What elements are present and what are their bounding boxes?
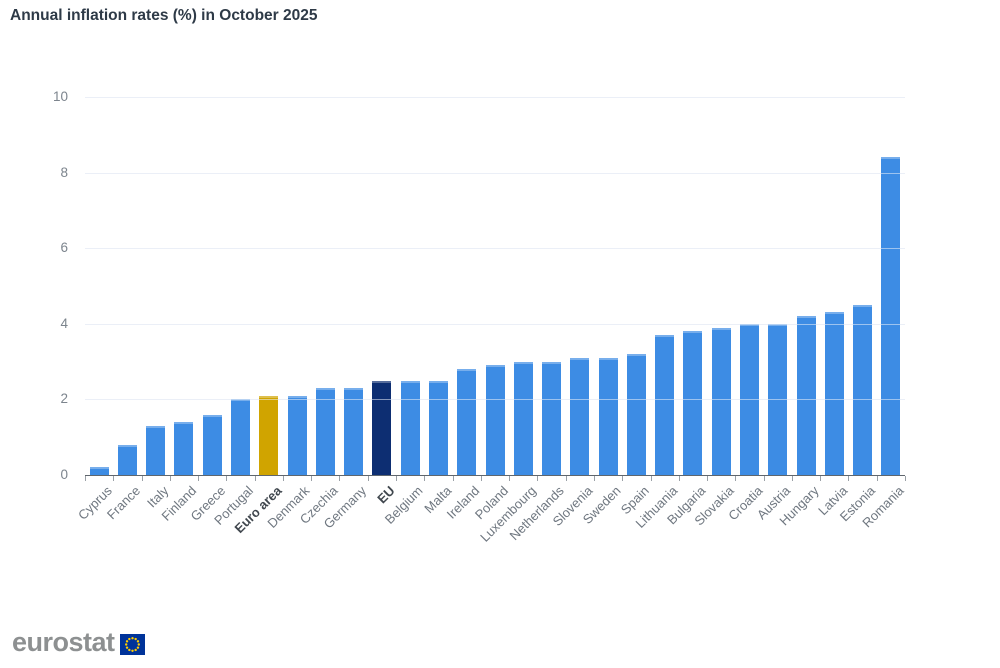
eurostat-logo-link[interactable]: eurostat	[12, 629, 145, 656]
x-axis-tick	[480, 476, 482, 481]
gridline-overlay-4	[85, 323, 905, 325]
gridline-overlay-6	[85, 248, 905, 250]
y-tick-label-0: 0	[60, 467, 68, 482]
bar-italy[interactable]	[146, 425, 166, 475]
bar-denmark[interactable]	[287, 395, 307, 475]
bar-malta[interactable]	[428, 380, 448, 475]
x-axis-tick	[763, 476, 765, 481]
x-axis-tick	[311, 476, 313, 481]
x-axis-tick	[509, 476, 511, 481]
bar-romania[interactable]	[881, 157, 901, 475]
x-axis-tick	[820, 476, 822, 481]
x-axis-tick	[113, 476, 115, 481]
bar-cyprus[interactable]	[89, 467, 109, 475]
x-axis-tick	[876, 476, 878, 481]
y-tick-label-8: 8	[60, 164, 68, 180]
x-axis-tick	[254, 476, 256, 481]
x-axis-tick	[452, 476, 454, 481]
y-tick-label-10: 10	[52, 89, 68, 104]
bar-france[interactable]	[117, 444, 137, 475]
bar-bulgaria[interactable]	[683, 331, 703, 475]
x-axis-tick	[650, 476, 652, 481]
bar-poland[interactable]	[485, 365, 505, 475]
bar-belgium[interactable]	[400, 380, 420, 475]
x-axis-tick	[396, 476, 398, 481]
bar-euro-area[interactable]	[259, 395, 279, 475]
x-axis-tick	[905, 476, 906, 481]
bar-chart: 0 2 4 6 8 10 Cyprus France Italy Finland Greece Por…	[52, 89, 907, 545]
bar-germany[interactable]	[344, 388, 364, 475]
bar-slovakia[interactable]	[711, 327, 731, 475]
x-axis-tick	[198, 476, 200, 481]
x-axis-tick	[735, 476, 737, 481]
eurostat-logo-text: eurostat	[12, 627, 115, 657]
bar-lithuania[interactable]	[655, 335, 675, 475]
bar-luxembourg[interactable]	[513, 361, 533, 475]
x-axis-tick	[622, 476, 624, 481]
gridline-overlay-8	[85, 172, 905, 174]
bar-ireland[interactable]	[457, 369, 477, 475]
x-axis-tick	[565, 476, 567, 481]
y-tick-label-4: 4	[60, 315, 68, 331]
bar-slovenia[interactable]	[570, 357, 590, 475]
bar-czechia[interactable]	[315, 388, 335, 475]
x-axis-line	[85, 475, 905, 476]
x-axis-tick	[339, 476, 341, 481]
x-axis-tick	[593, 476, 595, 481]
x-axis-tick	[537, 476, 539, 481]
x-axis-tick	[678, 476, 680, 481]
x-axis-tick	[707, 476, 709, 481]
x-axis-tick	[848, 476, 850, 481]
bar-latvia[interactable]	[824, 312, 844, 475]
bar-hungary[interactable]	[796, 316, 816, 475]
x-axis-tick	[367, 476, 369, 481]
y-tick-label-2: 2	[60, 391, 68, 407]
gridline-overlay-10	[85, 97, 905, 98]
x-axis-tick	[791, 476, 793, 481]
bar-netherlands[interactable]	[542, 361, 562, 475]
bar-sweden[interactable]	[598, 357, 618, 475]
bar-portugal[interactable]	[231, 399, 251, 475]
y-tick-label-6: 6	[60, 240, 68, 256]
bar-finland[interactable]	[174, 422, 194, 475]
x-axis-tick	[282, 476, 284, 481]
eu-flag-icon	[119, 634, 145, 655]
gridline-overlay-2	[85, 399, 905, 401]
x-axis-tick	[226, 476, 228, 481]
x-axis-tick	[424, 476, 426, 481]
x-axis-tick	[141, 476, 143, 481]
x-axis-tick	[169, 476, 171, 481]
x-axis-tick	[85, 476, 86, 481]
chart-title: Annual inflation rates (%) in October 20…	[10, 7, 318, 24]
bar-estonia[interactable]	[853, 304, 873, 475]
bar-spain[interactable]	[626, 354, 646, 475]
bar-greece[interactable]	[202, 414, 222, 475]
bar-eu[interactable]	[372, 380, 392, 475]
